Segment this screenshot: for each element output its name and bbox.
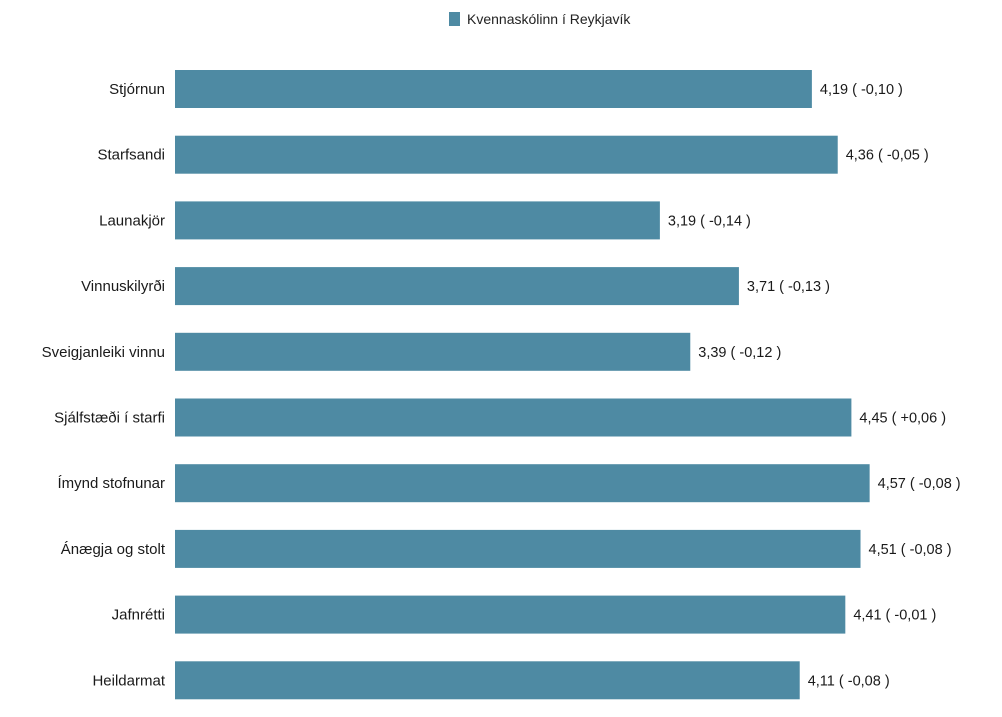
value-label: 4,36 ( -0,05 ) — [846, 148, 929, 164]
bar-5 — [175, 332, 691, 371]
value-label: 4,51 ( -0,08 ) — [869, 542, 952, 558]
category-label: Vinnuskilyrði — [81, 278, 165, 295]
category-label: Jafnrétti — [112, 607, 165, 624]
bar-2 — [175, 135, 838, 174]
bar-1 — [175, 70, 812, 108]
bar-7 — [175, 464, 870, 503]
value-label: 3,71 ( -0,13 ) — [747, 279, 830, 295]
bar-4 — [175, 267, 739, 306]
value-label: 4,11 ( -0,08 ) — [808, 673, 890, 689]
category-label: Starfsandi — [97, 147, 165, 164]
category-label: Stjórnun — [109, 81, 165, 98]
bar-9 — [175, 595, 846, 634]
value-label: 4,19 ( -0,10 ) — [820, 82, 903, 98]
category-label: Sjálfstæði í starfi — [54, 410, 165, 427]
category-label: Sveigjanleiki vinnu — [42, 344, 165, 361]
bar-6 — [175, 398, 852, 437]
value-label: 4,41 ( -0,01 ) — [853, 608, 936, 624]
bar-8 — [175, 529, 861, 568]
legend-swatch — [449, 12, 460, 26]
value-label: 3,39 ( -0,12 ) — [698, 345, 781, 361]
value-label: 4,57 ( -0,08 ) — [878, 476, 961, 492]
category-label: Launakjör — [99, 212, 165, 229]
value-label: 4,45 ( +0,06 ) — [859, 411, 946, 427]
category-label: Ímynd stofnunar — [57, 475, 165, 492]
bar-10 — [175, 661, 800, 700]
category-label: Heildarmat — [92, 672, 165, 689]
value-label: 3,19 ( -0,14 ) — [668, 213, 751, 229]
legend-label: Kvennaskólinn í Reykjavík — [467, 11, 631, 27]
legend: Kvennaskólinn í Reykjavík — [449, 11, 630, 27]
category-label: Ánægja og stolt — [61, 541, 166, 558]
bar-3 — [175, 201, 660, 240]
